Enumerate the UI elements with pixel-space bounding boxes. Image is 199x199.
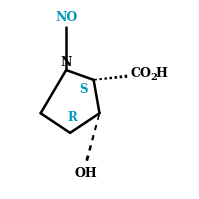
Text: CO: CO (131, 66, 152, 80)
Text: OH: OH (74, 167, 97, 180)
Text: N: N (60, 56, 72, 69)
Text: NO: NO (55, 11, 77, 24)
Text: S: S (80, 83, 88, 96)
Text: H: H (155, 66, 167, 80)
Text: R: R (67, 111, 77, 124)
Text: 2: 2 (150, 73, 157, 82)
